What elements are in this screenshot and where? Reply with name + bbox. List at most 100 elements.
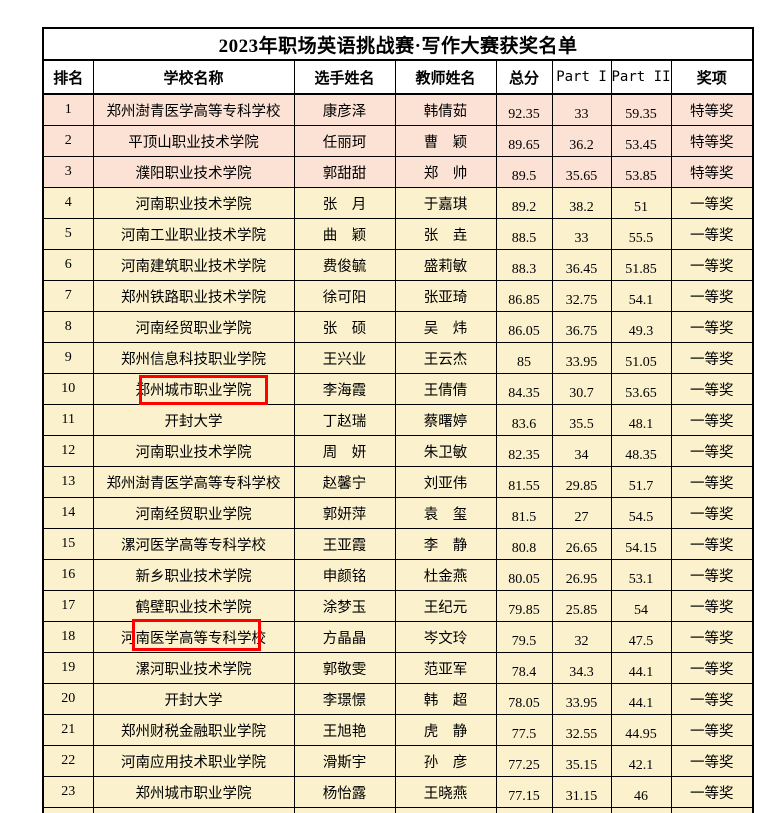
cell-school: 郑州城市职业学院 xyxy=(92,776,295,808)
cell-part2: 44.95 xyxy=(610,714,672,746)
cell-part2: 49.3 xyxy=(610,311,672,343)
cell-part2: 54.5 xyxy=(610,497,672,529)
cell-part2: 51.85 xyxy=(610,249,672,281)
cell-school: 河南职业技术学院 xyxy=(92,435,295,467)
cell-award: 一等奖 xyxy=(670,280,754,312)
table-row: 6 河南建筑职业技术学院 费俊毓 盛莉敏 88.3 36.45 51.85 一等奖 xyxy=(42,249,754,281)
cell-award: 特等奖 xyxy=(670,125,754,157)
cell-rank: 3 xyxy=(42,156,94,188)
cell-student: 郭甜甜 xyxy=(293,156,396,188)
cell-award: 一等奖 xyxy=(670,187,754,219)
cell-total: 81.55 xyxy=(495,466,553,498)
cell-award: 一等奖 xyxy=(670,528,754,560)
cell-total: 86.05 xyxy=(495,311,553,343)
cell-part2: 48.1 xyxy=(610,404,672,436)
cell-part1: 38.2 xyxy=(551,187,612,219)
cell-teacher: 袁 玺 xyxy=(394,497,497,529)
cell-teacher: 范亚军 xyxy=(394,652,497,684)
cell-student: 郭敬雯 xyxy=(293,652,396,684)
cell-part2: 44.1 xyxy=(610,652,672,684)
cell-student: 杨怡露 xyxy=(293,776,396,808)
cell-school: 河南职业技术学院 xyxy=(92,187,295,219)
cell-part2: 53.85 xyxy=(610,156,672,188)
cell-award: 一等奖 xyxy=(670,683,754,715)
cell-student: 涂梦玉 xyxy=(293,590,396,622)
column-header-teacher: 教师姓名 xyxy=(394,59,497,95)
table-row: 21 郑州财税金融职业学院 王旭艳虎 静 77.5 32.55 44.95 一等奖 xyxy=(42,714,754,746)
table-row: 16 新乡职业技术学院 申颜铭 杜金燕 80.05 26.95 53.1 一等奖 xyxy=(42,559,754,591)
cell-total: 89.65 xyxy=(495,125,553,157)
cell-student: 冯 月 xyxy=(293,807,396,813)
cell-part2: 47.5 xyxy=(610,621,672,653)
cell-teacher: 王云杰 xyxy=(394,342,497,374)
column-header-award: 奖项 xyxy=(670,59,754,95)
cell-school: 河南经贸职业学院 xyxy=(92,497,295,529)
cell-teacher: 王倩倩 xyxy=(394,373,497,405)
cell-total: 89.2 xyxy=(495,187,553,219)
cell-rank: 13 xyxy=(42,466,94,498)
cell-part2: 53.45 xyxy=(610,125,672,157)
cell-part1: 34 xyxy=(551,435,612,467)
cell-award: 一等奖 xyxy=(670,466,754,498)
cell-school: 郑州澍青医学高等专科学校 xyxy=(92,93,295,126)
cell-teacher: 曹 颖 xyxy=(394,125,497,157)
cell-total: 77.15 xyxy=(495,776,553,808)
cell-award: 一等奖 xyxy=(670,342,754,374)
cell-rank: 17 xyxy=(42,590,94,622)
cell-rank: 24 xyxy=(42,807,94,813)
award-results-table: 2023年职场英语挑战赛·写作大赛获奖名单 排名 学校名称 选手姓名 教师姓名 … xyxy=(42,27,755,813)
cell-part2: 42.1 xyxy=(610,745,672,777)
cell-student: 滑斯宇 xyxy=(293,745,396,777)
cell-rank: 5 xyxy=(42,218,94,250)
cell-total: 77.1 xyxy=(495,807,553,813)
column-header-school: 学校名称 xyxy=(92,59,295,95)
cell-teacher: 杜金燕 xyxy=(394,559,497,591)
cell-part1: 29.85 xyxy=(551,466,612,498)
cell-part1: 35.65 xyxy=(551,156,612,188)
cell-school: 河南医学高等专科学校 xyxy=(92,621,295,653)
table-row: 15 漯河医学高等专科学校 王亚霞李 静 80.8 26.65 54.15 一等奖 xyxy=(42,528,754,560)
cell-rank: 11 xyxy=(42,404,94,436)
table-row: 8 河南经贸职业学院张 硕吴 炜 86.05 36.75 49.3 一等奖 xyxy=(42,311,754,343)
table-row: 22 河南应用技术职业学院 滑斯宇孙 彦 77.25 35.15 42.1 一等奖 xyxy=(42,745,754,777)
cell-part2: 53.65 xyxy=(610,373,672,405)
cell-school: 开封大学 xyxy=(92,404,295,436)
cell-student: 王亚霞 xyxy=(293,528,396,560)
cell-teacher: 王晓燕 xyxy=(394,776,497,808)
cell-award: 一等奖 xyxy=(670,621,754,653)
cell-student: 申颜铭 xyxy=(293,559,396,591)
cell-rank: 20 xyxy=(42,683,94,715)
cell-teacher: 盛莉敏 xyxy=(394,249,497,281)
cell-student: 李海霞 xyxy=(293,373,396,405)
table-row: 17 鹤壁职业技术学院 涂梦玉 王纪元 79.85 25.85 54 一等奖 xyxy=(42,590,754,622)
cell-award: 一等奖 xyxy=(670,311,754,343)
cell-student: 康彦泽 xyxy=(293,93,396,126)
cell-part1: 25.85 xyxy=(551,590,612,622)
table-row: 24许昌职业技术学院冯 月李艳红77.128.149一等奖 xyxy=(42,807,754,813)
cell-total: 77.5 xyxy=(495,714,553,746)
cell-rank: 7 xyxy=(42,280,94,312)
cell-rank: 15 xyxy=(42,528,94,560)
table-row: 13 郑州澍青医学高等专科学校 赵馨宁 刘亚伟 81.55 29.85 51.7 一等奖 xyxy=(42,466,754,498)
cell-rank: 10 xyxy=(42,373,94,405)
cell-part1: 33.95 xyxy=(551,683,612,715)
cell-school: 郑州城市职业学院 xyxy=(92,373,295,405)
table-row: 23 郑州城市职业学院 杨怡露 王晓燕 77.15 31.15 46 一等奖 xyxy=(42,776,754,808)
table-row: 19 漯河职业技术学院 郭敬雯 范亚军 78.4 34.3 44.1 一等奖 xyxy=(42,652,754,684)
table-body: 1 郑州澍青医学高等专科学校 康彦泽 韩倩茹 92.35 33 59.35 特等奖 2 平顶山职业… xyxy=(42,93,754,813)
cell-teacher: 郑 帅 xyxy=(394,156,497,188)
table-row: 3 濮阳职业技术学院 郭甜甜郑 帅 89.5 35.65 53.85 特等奖 xyxy=(42,156,754,188)
cell-student: 任丽珂 xyxy=(293,125,396,157)
cell-total: 79.85 xyxy=(495,590,553,622)
cell-rank: 6 xyxy=(42,249,94,281)
cell-teacher: 刘亚伟 xyxy=(394,466,497,498)
table-row: 20 开封大学 李璟憬韩 超 78.05 33.95 44.1 一等奖 xyxy=(42,683,754,715)
cell-teacher: 虎 静 xyxy=(394,714,497,746)
cell-part2: 59.35 xyxy=(610,93,672,126)
cell-school: 河南工业职业技术学院 xyxy=(92,218,295,250)
cell-rank: 23 xyxy=(42,776,94,808)
cell-teacher: 孙 彦 xyxy=(394,745,497,777)
cell-teacher: 张 垚 xyxy=(394,218,497,250)
table-row: 18 河南医学高等专科学校 方晶晶 岑文玲 79.5 32 47.5 一等奖 xyxy=(42,621,754,653)
cell-school: 濮阳职业技术学院 xyxy=(92,156,295,188)
